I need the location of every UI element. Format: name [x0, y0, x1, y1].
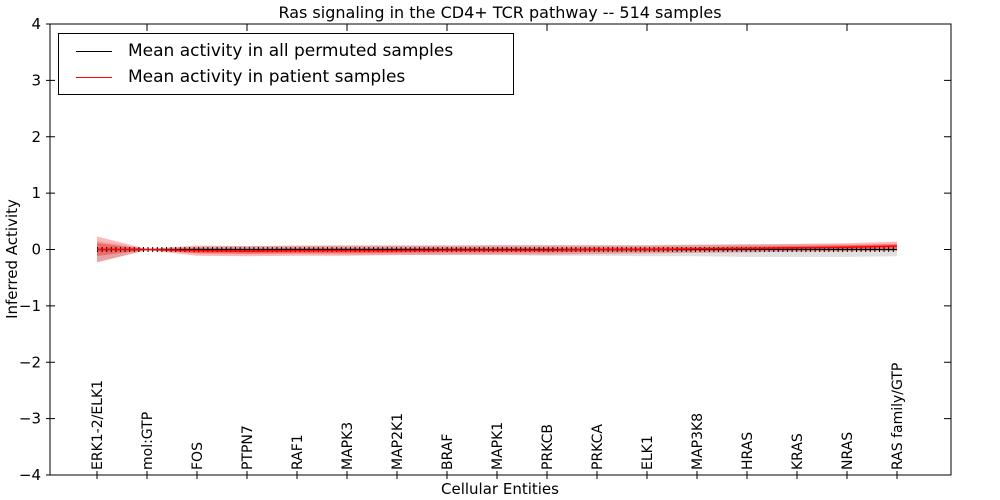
y-tick-label: −3 [19, 410, 41, 428]
permuted-line-swatch [76, 50, 112, 52]
x-category-label: mol:GTP [140, 412, 156, 470]
x-category-label: NRAS [840, 432, 856, 470]
x-category-label: RAS family/GTP [890, 363, 906, 470]
x-category-label: PRKCB [540, 424, 556, 470]
y-tick-labels: 4 3 2 1 0 −1 −2 −3 −4 [19, 15, 41, 484]
legend: Mean activity in all permuted samples Me… [58, 33, 514, 95]
x-category-label: MAPK1 [490, 422, 506, 470]
x-category-label: PTPN7 [240, 425, 256, 470]
x-category-label: PRKCA [590, 424, 606, 470]
legend-entry-permuted: Mean activity in all permuted samples [59, 38, 513, 64]
legend-entry-patient: Mean activity in patient samples [59, 64, 513, 90]
y-tick-label: 0 [31, 241, 41, 259]
x-category-label: KRAS [790, 433, 806, 470]
chart-title: Ras signaling in the CD4+ TCR pathway --… [278, 3, 722, 22]
x-category-label: RAF1 [290, 434, 306, 470]
mean-lines [97, 245, 898, 252]
x-category-label: ELK1 [640, 435, 656, 470]
x-category-label: MAP2K1 [390, 413, 406, 470]
y-tick-label: 2 [31, 128, 41, 146]
permuted-band [97, 241, 897, 262]
axis-ticks [46, 23, 951, 479]
patient-mean-line [97, 245, 898, 252]
x-category-labels: ERK1-2/ELK1 mol:GTP FOS PTPN7 RAF1 MAPK3 MAP2K… [90, 363, 906, 470]
x-category-label: ERK1-2/ELK1 [90, 380, 106, 470]
y-axis-label: Inferred Activity [3, 199, 21, 319]
legend-label-patient: Mean activity in patient samples [128, 67, 406, 87]
x-category-label: BRAF [440, 434, 456, 470]
legend-label-permuted: Mean activity in all permuted samples [128, 41, 454, 61]
x-axis-label: Cellular Entities [441, 480, 559, 498]
y-tick-label: −4 [19, 466, 41, 484]
x-category-label: MAPK3 [340, 422, 356, 470]
patient-line-swatch [76, 76, 112, 78]
y-tick-label: 4 [31, 15, 41, 33]
x-category-label: HRAS [740, 432, 756, 470]
y-tick-label: 3 [31, 71, 41, 89]
y-tick-label: −2 [19, 353, 41, 371]
y-tick-label: −1 [19, 297, 41, 315]
x-category-label: FOS [190, 442, 206, 470]
x-category-label: MAP3K8 [690, 413, 706, 470]
y-tick-label: 1 [31, 184, 41, 202]
